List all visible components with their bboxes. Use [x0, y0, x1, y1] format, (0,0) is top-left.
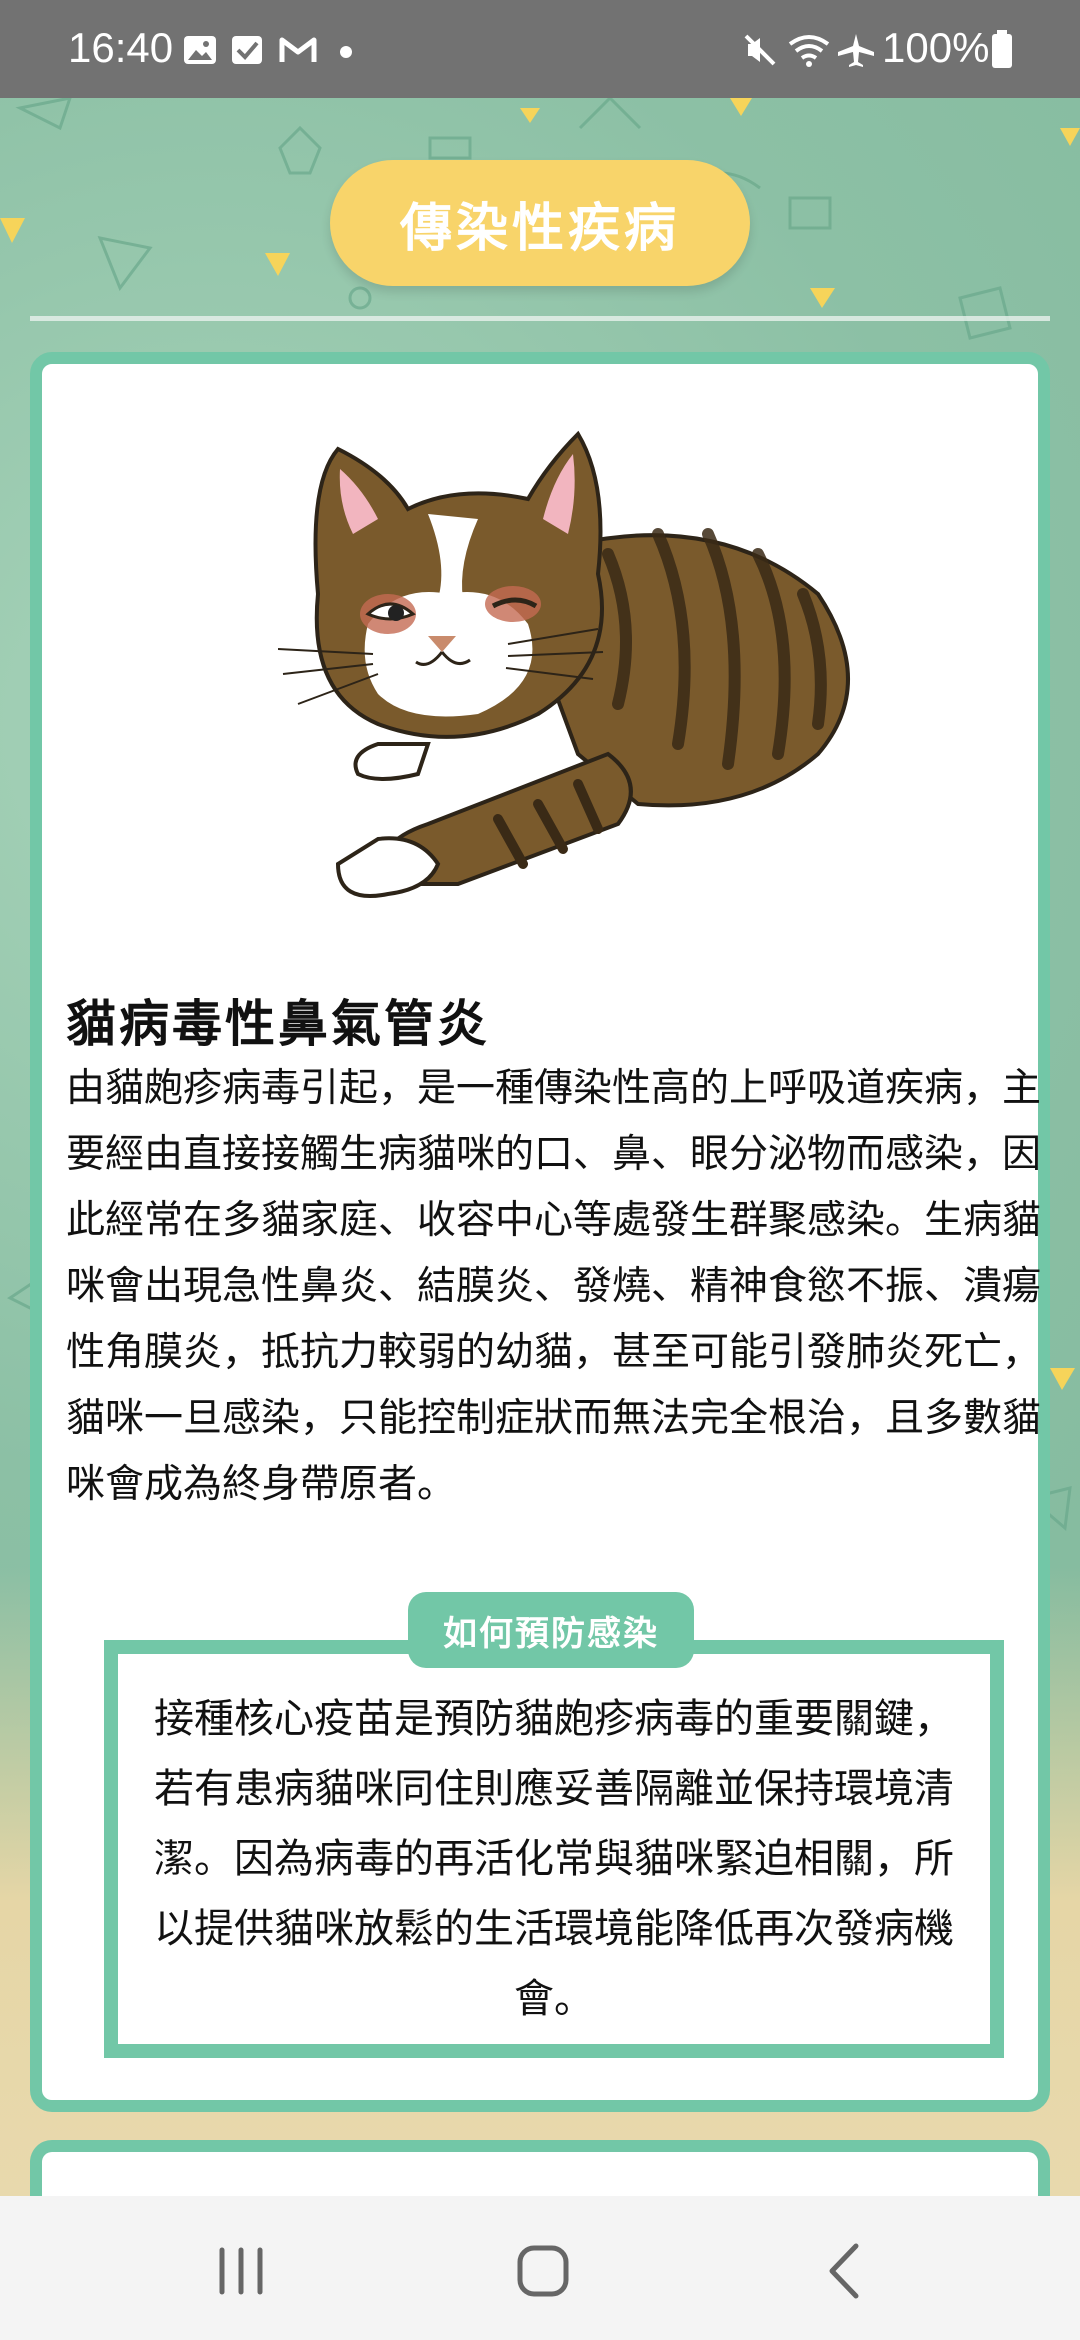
- mute-icon: [744, 34, 776, 66]
- dot-icon: [340, 46, 352, 58]
- gmail-icon: [279, 37, 317, 62]
- system-nav-bar: [0, 2196, 1080, 2340]
- prevention-text: 接種核心疫苗是預防貓皰疹病毒的重要關鍵，若有患病貓咪同住則應妥善隔離並保持環境清…: [154, 1696, 954, 2022]
- battery-percentage: 100%: [882, 24, 990, 71]
- wifi-icon: [788, 35, 830, 67]
- home-icon[interactable]: [508, 2236, 578, 2306]
- prevention-box: 接種核心疫苗是預防貓皰疹病毒的重要關鍵，若有患病貓咪同住則應妥善隔離並保持環境清…: [104, 1640, 1004, 2058]
- sick-cat-illustration: [278, 430, 850, 898]
- checkbox-icon: [232, 36, 262, 64]
- prevention-tag: 如何預防感染: [408, 1592, 694, 1668]
- recent-apps-icon[interactable]: [206, 2236, 276, 2306]
- back-icon[interactable]: [812, 2236, 882, 2306]
- disease-title: 貓病毒性鼻氣管炎: [66, 995, 490, 1053]
- status-time: 16:40: [68, 24, 174, 71]
- section-title-pill: 傳染性疾病: [330, 160, 750, 286]
- title-divider: [30, 316, 1050, 321]
- status-bar: 16:40 100%: [0, 0, 1080, 98]
- disease-description: 由貓皰疹病毒引起，是一種傳染性高的上呼吸道疾病，主要經由直接接觸生病貓咪的口、鼻…: [66, 1066, 1042, 1507]
- gallery-icon: [184, 36, 216, 64]
- section-title: 傳染性疾病: [399, 198, 680, 259]
- disease-card: 貓病毒性鼻氣管炎 由貓皰疹病毒引起，是一種傳染性高的上呼吸道疾病，主要經由直接接…: [30, 352, 1050, 2112]
- airplane-icon: [838, 34, 874, 67]
- battery-icon: [992, 30, 1012, 68]
- prevention-tag-label: 如何預防感染: [443, 1613, 659, 1654]
